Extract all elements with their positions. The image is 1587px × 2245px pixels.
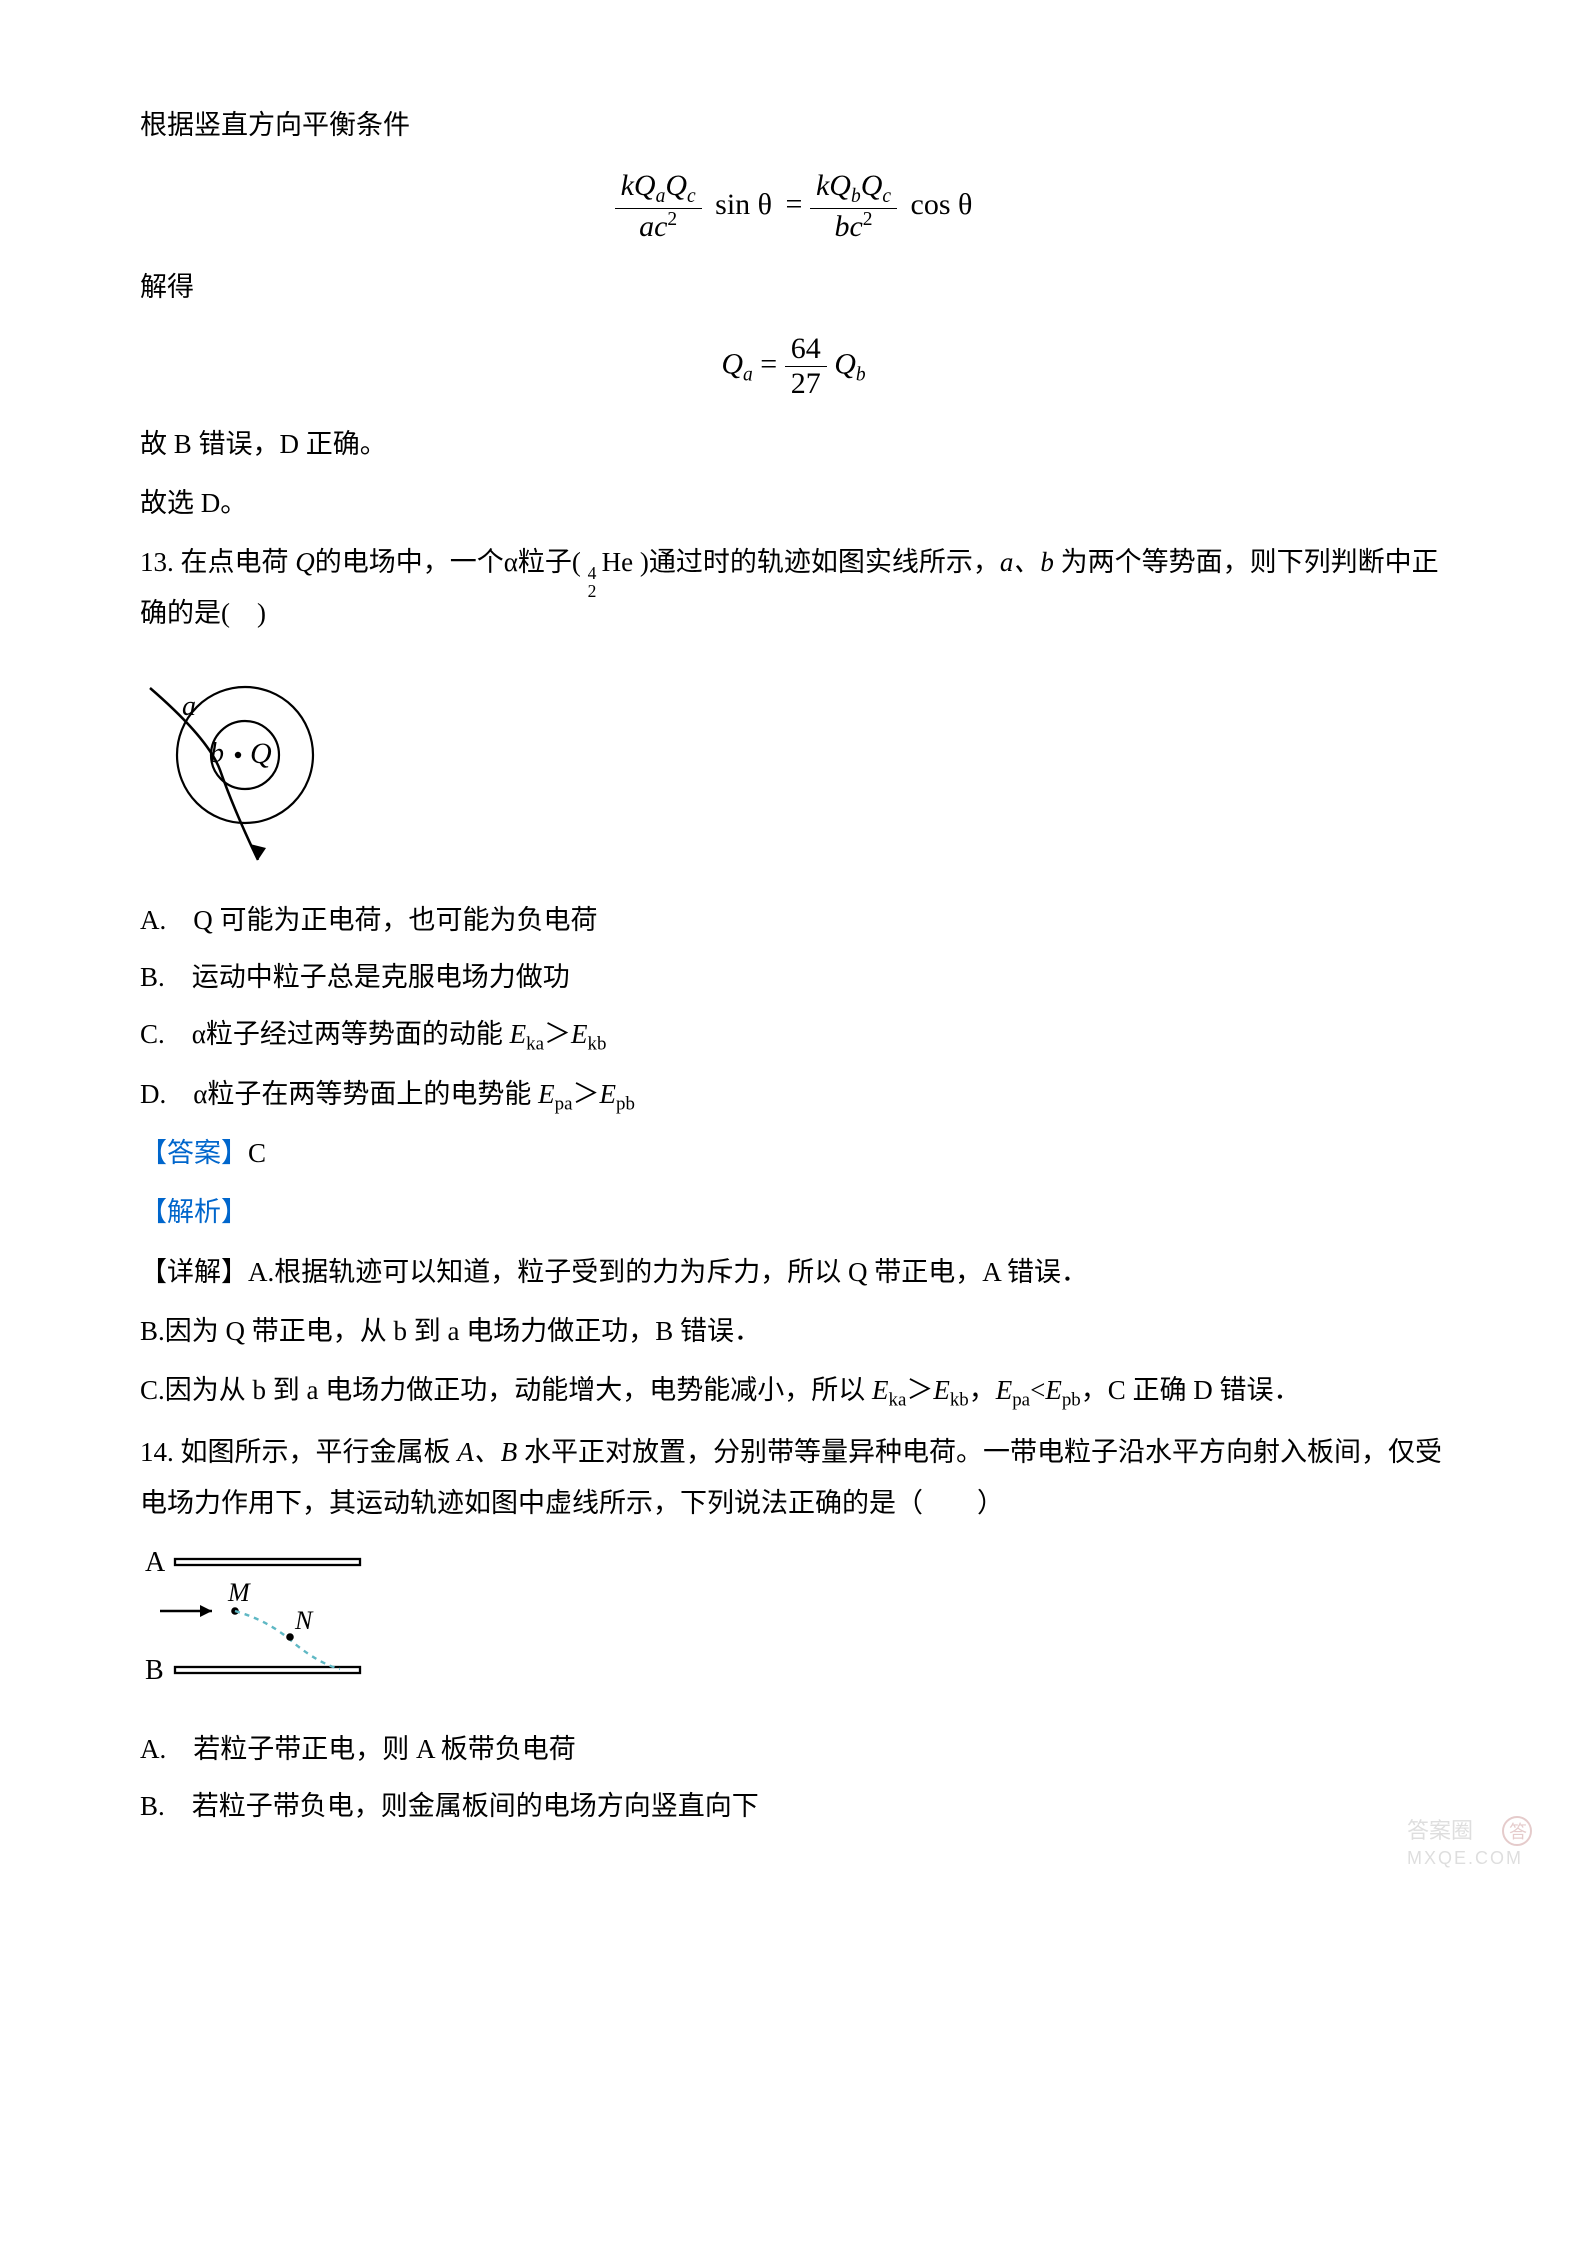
q13-option-a: A. Q 可能为正电荷，也可能为负电荷 <box>140 895 1447 946</box>
q13-option-d: D. α粒子在两等势面上的电势能 Epa＞Epb <box>140 1069 1447 1122</box>
q14-option-b: B. 若粒子带负电，则金属板间的电场方向竖直向下 <box>140 1781 1447 1832</box>
q13-detail-b: B.因为 Q 带正电，从 b 到 a 电场力做正功，B 错误． <box>140 1306 1447 1357</box>
q14-figure: A B M N <box>140 1549 1447 1704</box>
text-solve: 解得 <box>140 262 1447 313</box>
svg-text:M: M <box>227 1578 251 1607</box>
conclusion-2: 故选 D。 <box>140 478 1447 529</box>
q13-figure: a b Q <box>140 660 1447 875</box>
svg-text:b: b <box>210 738 224 769</box>
svg-text:答案圈: 答案圈 <box>1407 1818 1473 1843</box>
q13-answer: 【答案】C <box>140 1128 1447 1179</box>
svg-text:B: B <box>145 1655 164 1686</box>
q13-detail-a: 【详解】A.根据轨迹可以知道，粒子受到的力为斥力，所以 Q 带正电，A 错误． <box>140 1247 1447 1298</box>
q13-option-b: B. 运动中粒子总是克服电场力做功 <box>140 952 1447 1003</box>
q14-stem: 14. 如图所示，平行金属板 A、B 水平正对放置，分别带等量异种电荷。一带电粒… <box>140 1427 1447 1530</box>
svg-text:N: N <box>294 1606 314 1635</box>
conclusion-1: 故 B 错误，D 正确。 <box>140 419 1447 470</box>
text-line: 根据竖直方向平衡条件 <box>140 100 1447 151</box>
q13-stem: 13. 在点电荷 Q的电场中，一个α粒子( 42He )通过时的轨迹如图实线所示… <box>140 537 1447 640</box>
q13-detail-c: C.因为从 b 到 a 电场力做正功，动能增大，电势能减小，所以 Eka＞Ekb… <box>140 1365 1447 1418</box>
svg-text:Q: Q <box>250 737 272 770</box>
svg-text:A: A <box>145 1549 166 1578</box>
watermark: 答案圈 答 MXQE.COM <box>1387 1814 1567 1879</box>
q14-option-a: A. 若粒子带正电，则 A 板带负电荷 <box>140 1724 1447 1775</box>
equation-2: Qa = 64 27 Qb <box>140 332 1447 401</box>
svg-text:MXQE.COM: MXQE.COM <box>1407 1848 1523 1868</box>
q13-analysis-label: 【解析】 <box>140 1187 1447 1238</box>
equation-1: kQaQc ac2 sin θ = kQbQc bc2 cos θ <box>140 169 1447 244</box>
q13-option-c: C. α粒子经过两等势面的动能 Eka＞Ekb <box>140 1009 1447 1062</box>
svg-text:答: 答 <box>1509 1822 1527 1842</box>
svg-text:a: a <box>182 691 196 722</box>
